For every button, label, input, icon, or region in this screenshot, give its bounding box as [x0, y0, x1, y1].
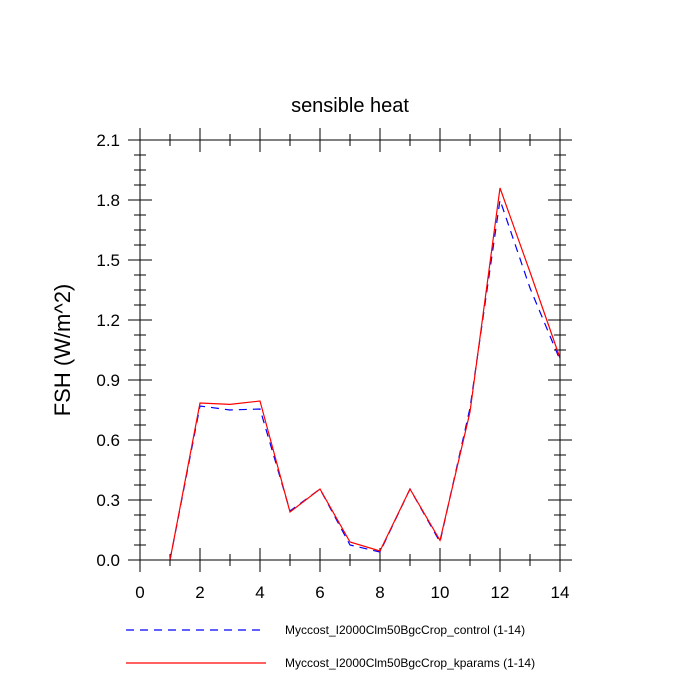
- x-tick-label: 14: [551, 583, 570, 602]
- x-tick-label: 0: [135, 583, 144, 602]
- x-tick-label: 8: [375, 583, 384, 602]
- series-layer: [169, 187, 561, 561]
- series-line: [169, 187, 561, 561]
- y-tick-label: 1.2: [96, 311, 120, 330]
- y-tick-label: 1.8: [96, 191, 120, 210]
- y-tick-label: 0.6: [96, 431, 120, 450]
- legend-label: Myccost_I2000Clm50BgcCrop_kparams (1-14): [285, 656, 535, 670]
- x-tick-label: 10: [431, 583, 450, 602]
- legend: Myccost_I2000Clm50BgcCrop_control (1-14)…: [126, 623, 535, 670]
- plot-frame: [139, 139, 561, 561]
- x-tick-label: 12: [491, 583, 510, 602]
- axis-ticks: [128, 128, 572, 572]
- legend-label: Myccost_I2000Clm50BgcCrop_control (1-14): [285, 623, 525, 637]
- series-line: [169, 199, 561, 561]
- y-tick-label: 0.9: [96, 371, 120, 390]
- x-tick-label: 6: [315, 583, 324, 602]
- x-tick-label: 4: [255, 583, 264, 602]
- y-tick-label: 0.0: [96, 551, 120, 570]
- y-tick-label: 0.3: [96, 491, 120, 510]
- chart-title: sensible heat: [291, 95, 409, 117]
- y-tick-label: 2.1: [96, 131, 120, 150]
- x-tick-label: 2: [195, 583, 204, 602]
- y-axis-label: FSH (W/m^2): [50, 284, 75, 417]
- y-tick-label: 1.5: [96, 251, 120, 270]
- tick-labels: 0 2 4 6 8 10 12 14 0.0 0.3 0.6 0.9 1.2 1.5 1.8 2.1: [96, 131, 569, 602]
